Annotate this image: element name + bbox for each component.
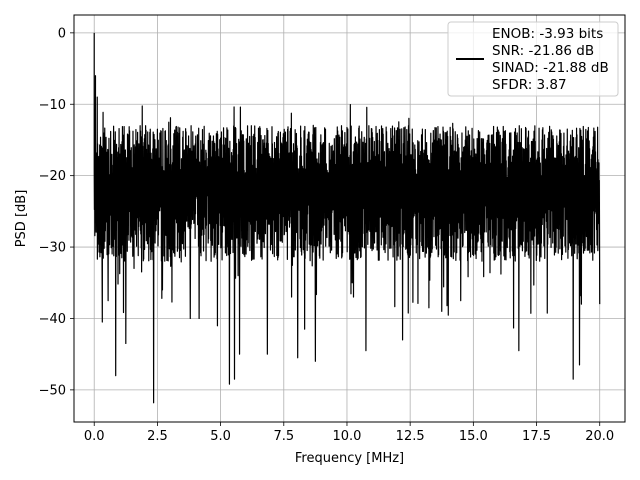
legend-box (447, 21, 619, 97)
psd-series-line (93, 32, 601, 404)
legend: ENOB: -3.93 bits SNR: -21.86 dB SINAD: -21… (447, 21, 619, 97)
y-tick-label: −50 (39, 383, 66, 398)
legend-line-text: ENOB: -3.93 bits (492, 26, 603, 42)
x-tick-label: 10.0 (332, 429, 361, 444)
x-tick-label: 5.0 (210, 429, 231, 444)
x-tick-label: 2.5 (147, 429, 168, 444)
legend-line-text: SFDR: 3.87 (492, 77, 567, 93)
y-tick-label: −10 (39, 98, 66, 113)
plot-area (93, 32, 601, 404)
x-tick-label: 15.0 (459, 429, 488, 444)
x-tick-label: 7.5 (273, 429, 294, 444)
axes-frame (73, 14, 626, 423)
legend-line-text: SNR: -21.86 dB (492, 43, 594, 59)
x-tick-label: 0.0 (84, 429, 105, 444)
ticks: 0.0 2.5 5.0 7.5 10.0 12.5 15.0 17.5 20.0 0 −10 −20 −… (39, 26, 615, 444)
legend-line-text: SINAD: -21.88 dB (492, 60, 609, 76)
x-tick-label: 12.5 (396, 429, 425, 444)
y-tick-label: −40 (39, 312, 66, 327)
x-tick-label: 20.0 (585, 429, 614, 444)
y-tick-label: 0 (58, 26, 66, 41)
y-tick-label: −30 (39, 241, 66, 256)
x-axis-label: Frequency [MHz] (295, 451, 404, 466)
y-tick-label: −20 (39, 169, 66, 184)
x-tick-label: 17.5 (522, 429, 551, 444)
legend-entry-label: ENOB: -3.93 bits SNR: -21.86 dB SINAD: -21… (492, 26, 609, 93)
y-axis-label: PSD [dB] (14, 190, 29, 248)
